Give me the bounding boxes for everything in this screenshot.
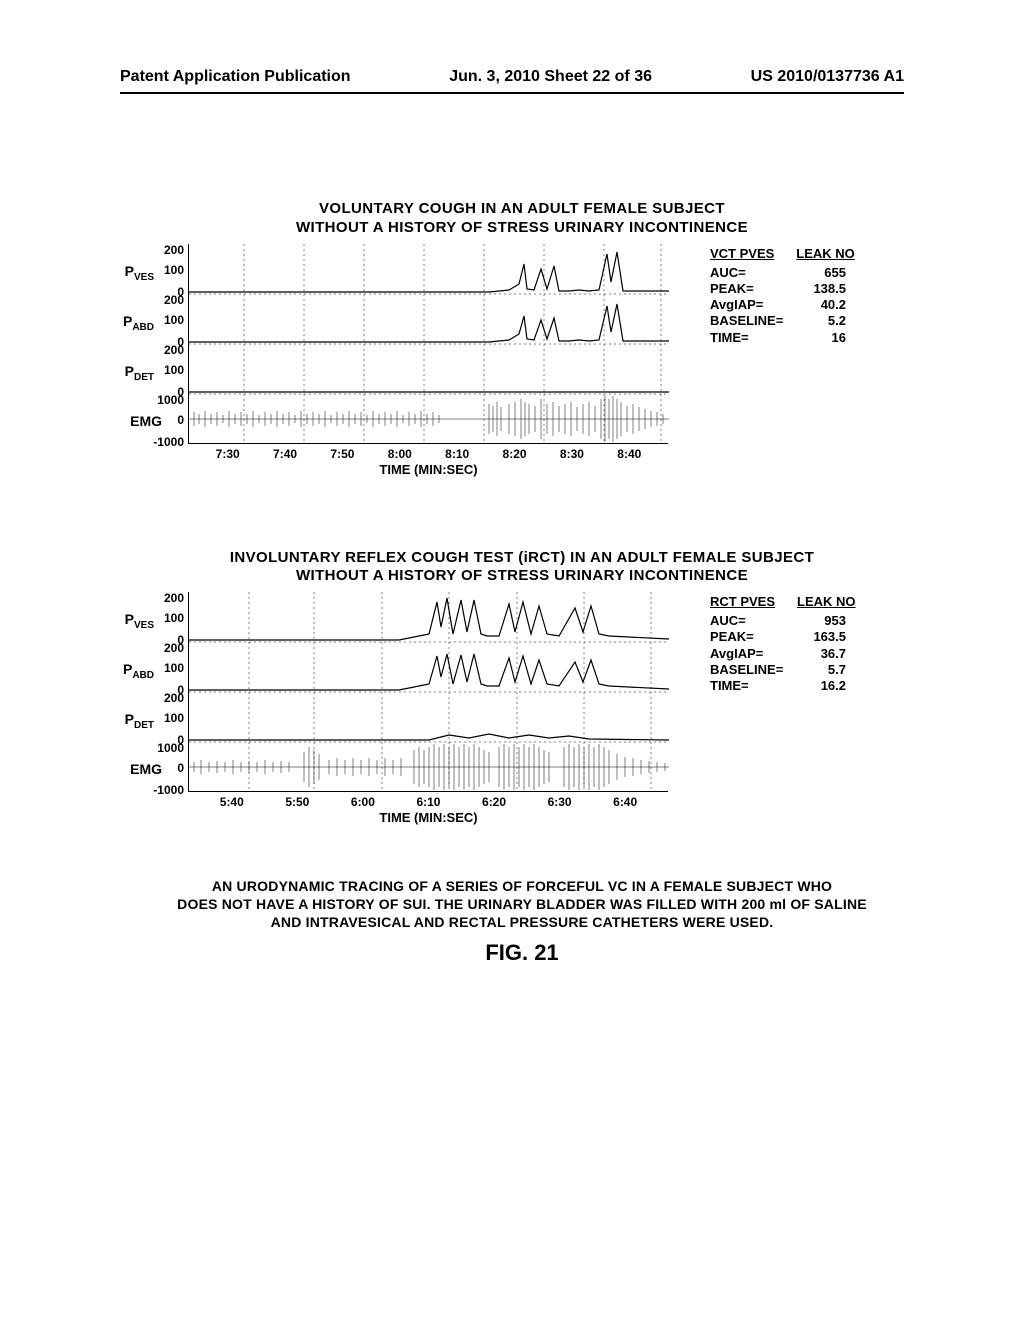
chart2-ch2-label: PDET bbox=[125, 712, 154, 731]
header-center: Jun. 3, 2010 Sheet 22 of 36 bbox=[449, 68, 652, 86]
chart1-ch1-label: PABD bbox=[123, 314, 154, 333]
chart2-block: INVOLUNTARY REFLEX COUGH TEST (iRCT) IN … bbox=[140, 549, 904, 813]
chart2-title-line2: WITHOUT A HISTORY OF STRESS URINARY INCO… bbox=[296, 567, 748, 584]
chart1-ch0-label: PVES bbox=[125, 264, 154, 283]
figure-content: VOLUNTARY COUGH IN AN ADULT FEMALE SUBJE… bbox=[140, 200, 904, 966]
chart1-xtitle: TIME (MIN:SEC) bbox=[189, 462, 668, 477]
figure-caption: AN URODYNAMIC TRACING OF A SERIES OF FOR… bbox=[140, 877, 904, 932]
chart1-block: VOLUNTARY COUGH IN AN ADULT FEMALE SUBJE… bbox=[140, 200, 904, 464]
chart2-plot: 5:40 5:50 6:00 6:10 6:20 6:30 6:40 TIME … bbox=[188, 592, 668, 792]
figure-label: FIG. 21 bbox=[140, 940, 904, 966]
chart2-stats-h1: RCT PVES bbox=[710, 594, 775, 609]
page-header: Patent Application Publication Jun. 3, 2… bbox=[0, 68, 1024, 86]
chart2-stats: RCT PVES LEAK NO AUC=953 PEAK=163.5 AvgI… bbox=[710, 594, 856, 694]
chart2-xticks: 5:40 5:50 6:00 6:10 6:20 6:30 6:40 bbox=[189, 795, 668, 809]
chart2-title-line1: INVOLUNTARY REFLEX COUGH TEST (iRCT) IN … bbox=[230, 549, 814, 566]
chart2-ch3-label: EMG bbox=[130, 762, 162, 776]
chart1-title-line1: VOLUNTARY COUGH IN AN ADULT FEMALE SUBJE… bbox=[319, 200, 725, 217]
chart1-plot: 7:30 7:40 7:50 8:00 8:10 8:20 8:30 8:40 … bbox=[188, 244, 668, 444]
chart2-xtitle: TIME (MIN:SEC) bbox=[189, 810, 668, 825]
header-right: US 2010/0137736 A1 bbox=[751, 68, 904, 86]
chart2-ch0-label: PVES bbox=[125, 612, 154, 631]
chart1-stats-h1: VCT PVES bbox=[710, 246, 774, 261]
chart1-stats: VCT PVES LEAK NO AUC=655 PEAK=138.5 AvgI… bbox=[710, 246, 855, 346]
chart1-xticks: 7:30 7:40 7:50 8:00 8:10 8:20 8:30 8:40 bbox=[189, 447, 668, 461]
header-left: Patent Application Publication bbox=[120, 68, 351, 86]
chart1-plot-area: 7:30 7:40 7:50 8:00 8:10 8:20 8:30 8:40 … bbox=[140, 244, 680, 464]
chart1-title-line2: WITHOUT A HISTORY OF STRESS URINARY INCO… bbox=[296, 219, 748, 236]
chart1-ch2-label: PDET bbox=[125, 364, 154, 383]
chart1-stats-h2: LEAK NO bbox=[796, 246, 855, 261]
chart1-svg bbox=[189, 244, 669, 444]
chart2-ch1-label: PABD bbox=[123, 662, 154, 681]
chart2-svg bbox=[189, 592, 669, 792]
chart1-title: VOLUNTARY COUGH IN AN ADULT FEMALE SUBJE… bbox=[140, 200, 904, 238]
chart2-stats-h2: LEAK NO bbox=[797, 594, 856, 609]
chart2-plot-area: 5:40 5:50 6:00 6:10 6:20 6:30 6:40 TIME … bbox=[140, 592, 680, 812]
header-rule bbox=[120, 92, 904, 94]
chart1-ch3-label: EMG bbox=[130, 414, 162, 428]
chart2-title: INVOLUNTARY REFLEX COUGH TEST (iRCT) IN … bbox=[140, 549, 904, 587]
